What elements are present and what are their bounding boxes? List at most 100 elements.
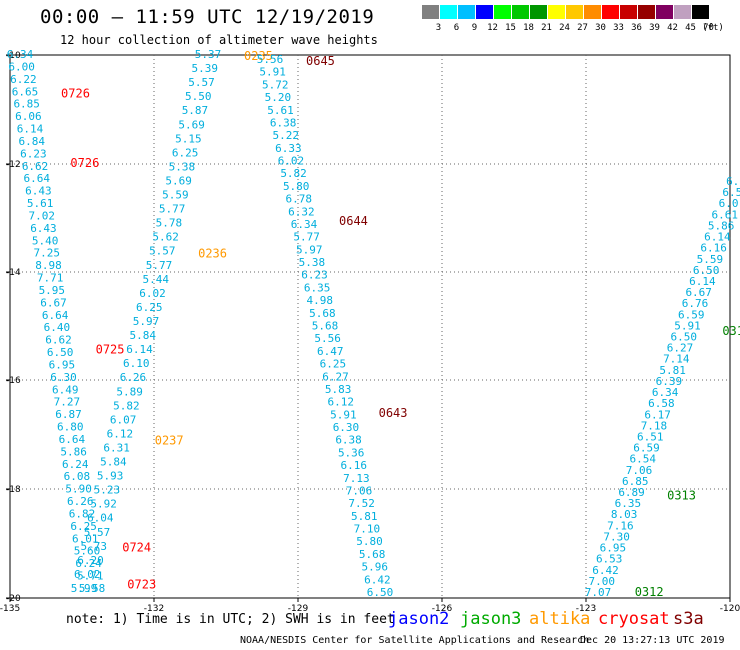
wave-height-value: 5.90 bbox=[65, 483, 92, 496]
wave-height-value: 6.20 bbox=[77, 554, 104, 567]
wave-height-value: 6.27 bbox=[322, 370, 349, 383]
wave-height-value: 7.10 bbox=[354, 523, 381, 536]
wave-height-value: 6.35 bbox=[615, 497, 642, 510]
colorbar-label: 9 bbox=[471, 23, 478, 33]
longitude-tick-label: -120 bbox=[720, 604, 740, 614]
wave-height-value: 5.77 bbox=[159, 203, 186, 216]
wave-height-value: 5.57 bbox=[188, 76, 215, 89]
wave-height-value: 6.61 bbox=[712, 208, 739, 221]
wave-height-value: 6.53 bbox=[596, 553, 623, 566]
colorbar-swatch bbox=[494, 5, 512, 19]
note-text: note: 1) Time is in UTC; 2) SWH is in fe… bbox=[66, 612, 395, 627]
wave-height-value: 6.51 bbox=[637, 430, 664, 443]
wave-height-value: 6.17 bbox=[644, 408, 671, 421]
map-frame bbox=[9, 54, 731, 599]
colorbar-label: 30 bbox=[595, 23, 606, 33]
wave-height-value: 6.62 bbox=[45, 334, 72, 347]
wave-height-value: 6.24 bbox=[75, 557, 102, 570]
wave-height-value: 6.76 bbox=[682, 297, 709, 310]
legend-s3a: s3a bbox=[673, 609, 704, 629]
wave-height-value: 5.84 bbox=[129, 329, 156, 342]
wave-height-value: 6.62 bbox=[22, 160, 49, 173]
colorbar-swatch bbox=[530, 5, 548, 19]
colorbar-swatch bbox=[566, 5, 584, 19]
wave-height-value: 6.78 bbox=[286, 193, 313, 206]
wave-height-value: 5.50 bbox=[185, 90, 212, 103]
page-subtitle: 12 hour collection of altimeter wave hei… bbox=[60, 33, 378, 47]
wave-height-value: 7.07 bbox=[585, 586, 612, 599]
colorbar-swatch bbox=[584, 5, 602, 19]
wave-height-value: 5.73 bbox=[81, 540, 108, 553]
wave-height-value: 5.80 bbox=[283, 180, 310, 193]
wave-height-value: 5.68 bbox=[309, 307, 336, 320]
wave-height-value: 6.02 bbox=[74, 568, 101, 581]
colorbar-swatch bbox=[422, 5, 440, 19]
wave-height-value: 6.50 bbox=[47, 346, 74, 359]
colorbar-swatch bbox=[620, 5, 638, 19]
wave-height-value: 5.81 bbox=[351, 510, 378, 523]
wave-height-value: 6.25 bbox=[172, 146, 199, 159]
wave-height-value: 6.40 bbox=[44, 321, 71, 334]
wave-height-value: 6.14 bbox=[704, 231, 731, 244]
longitude-tick-label: -132 bbox=[144, 604, 164, 614]
latitude-tick-label: -16 bbox=[6, 376, 21, 386]
wave-height-value: 5.44 bbox=[143, 273, 170, 286]
wave-height-value: 5.69 bbox=[165, 174, 192, 187]
wave-height-value: 5.20 bbox=[265, 91, 292, 104]
colorbar-swatch bbox=[440, 5, 458, 19]
colorbar-unit: (ft) bbox=[702, 23, 724, 33]
wave-height-value: 7.02 bbox=[29, 209, 56, 222]
wave-height-value: 6.80 bbox=[57, 421, 84, 434]
wave-height-value: 6.06 bbox=[15, 110, 42, 123]
pass-time-label: 0726 bbox=[70, 156, 99, 170]
wave-height-value: 7.71 bbox=[37, 272, 64, 285]
wave-height-value: 5.57 bbox=[84, 526, 111, 539]
wave-height-value: 6.65 bbox=[12, 85, 39, 98]
wave-height-value: 6.25 bbox=[70, 520, 97, 533]
longitude-tick-label: -123 bbox=[576, 604, 596, 614]
wave-height-value: 6.82 bbox=[69, 507, 96, 520]
wave-height-value: 5.77 bbox=[293, 231, 320, 244]
wave-height-value: 5.93 bbox=[97, 470, 124, 483]
wave-height-value: 6.16 bbox=[700, 242, 727, 255]
colorbar-label: 42 bbox=[667, 23, 678, 33]
wave-height-value: 6.42 bbox=[592, 564, 619, 577]
wave-height-value: 6.04 bbox=[87, 512, 114, 525]
wave-height-value: 6.0 bbox=[719, 197, 739, 210]
wave-height-value: 6.89 bbox=[618, 486, 645, 499]
pass-time-label: 0236 bbox=[198, 247, 227, 261]
pass-time-label: 0645 bbox=[306, 54, 335, 68]
wave-height-value: 6.26 bbox=[120, 371, 147, 384]
wave-height-value: 6.12 bbox=[107, 427, 134, 440]
wave-height-value: 6.26 bbox=[67, 495, 94, 508]
wave-height-value: 6.14 bbox=[17, 123, 44, 136]
legend-altika: altika bbox=[529, 609, 591, 629]
wave-height-value: 5.56 bbox=[257, 53, 284, 66]
wave-height-value: 6.85 bbox=[13, 98, 40, 111]
pass-time-label: 0237 bbox=[155, 433, 184, 447]
wave-height-value: 6.38 bbox=[270, 116, 297, 129]
wave-height-value: 5.61 bbox=[27, 197, 54, 210]
longitude-tick-label: -135 bbox=[0, 604, 20, 614]
wave-height-value: 6.22 bbox=[10, 73, 37, 86]
wave-height-value: 6.58 bbox=[648, 397, 675, 410]
wave-height-value: 6.39 bbox=[656, 375, 683, 388]
wave-height-value: 6.25 bbox=[136, 301, 163, 314]
page-title: 00:00 – 11:59 UTC 12/19/2019 bbox=[40, 6, 375, 28]
wave-height-value: 5.95 bbox=[39, 284, 66, 297]
colorbar-swatch bbox=[476, 5, 494, 19]
wave-height-value: 8.03 bbox=[611, 508, 638, 521]
wave-height-value: 4.98 bbox=[307, 294, 334, 307]
wave-height-value: 6.08 bbox=[64, 470, 91, 483]
pass-time-label: 0314 bbox=[722, 324, 740, 338]
legend-jason3: jason3 bbox=[460, 609, 522, 629]
wave-height-value: 6.87 bbox=[55, 408, 82, 421]
pass-time-label: 0725 bbox=[96, 343, 125, 357]
wave-height-value: 6.30 bbox=[50, 371, 77, 384]
wave-height-value: 5.71 bbox=[77, 570, 104, 583]
colorbar-label: 21 bbox=[541, 23, 552, 33]
pass-time-label: 0643 bbox=[379, 406, 408, 420]
wave-height-value: 5.91 bbox=[674, 319, 701, 332]
latitude-tick-label: -18 bbox=[6, 485, 21, 495]
